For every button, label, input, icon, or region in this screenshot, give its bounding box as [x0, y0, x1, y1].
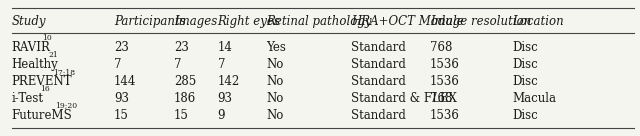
Text: No: No — [266, 92, 284, 105]
Text: 23: 23 — [174, 41, 189, 54]
Text: Retinal pathology: Retinal pathology — [266, 16, 372, 28]
Text: 1536: 1536 — [430, 75, 460, 88]
Text: 142: 142 — [218, 75, 240, 88]
Text: Disc: Disc — [512, 75, 538, 88]
Text: Yes: Yes — [266, 41, 286, 54]
Text: 16: 16 — [40, 85, 50, 93]
Text: 768: 768 — [430, 92, 452, 105]
Text: 7: 7 — [174, 58, 182, 71]
Text: Macula: Macula — [512, 92, 556, 105]
Text: FutureMS: FutureMS — [12, 109, 72, 122]
Text: Study: Study — [12, 16, 46, 28]
Text: HRA+OCT Module: HRA+OCT Module — [351, 16, 463, 28]
Text: Standard & FLEX: Standard & FLEX — [351, 92, 456, 105]
Text: Image resolution: Image resolution — [430, 16, 531, 28]
Text: 15: 15 — [174, 109, 189, 122]
Text: Images: Images — [174, 16, 218, 28]
Text: 144: 144 — [114, 75, 136, 88]
Text: 768: 768 — [430, 41, 452, 54]
Text: 17;18: 17;18 — [53, 68, 76, 76]
Text: 19;20: 19;20 — [55, 102, 77, 110]
Text: Healthy: Healthy — [12, 58, 58, 71]
Text: Disc: Disc — [512, 58, 538, 71]
Text: 21: 21 — [49, 51, 58, 59]
Text: 14: 14 — [218, 41, 232, 54]
Text: 93: 93 — [218, 92, 232, 105]
Text: No: No — [266, 58, 284, 71]
Text: Location: Location — [512, 16, 564, 28]
Text: 7: 7 — [114, 58, 122, 71]
Text: RAVIR: RAVIR — [12, 41, 51, 54]
Text: 23: 23 — [114, 41, 129, 54]
Text: Standard: Standard — [351, 109, 406, 122]
Text: PREVENT: PREVENT — [12, 75, 72, 88]
Text: 93: 93 — [114, 92, 129, 105]
Text: 9: 9 — [218, 109, 225, 122]
Text: 10: 10 — [42, 34, 52, 42]
Text: Right eyes: Right eyes — [218, 16, 280, 28]
Text: 15: 15 — [114, 109, 129, 122]
Text: Standard: Standard — [351, 41, 406, 54]
Text: 285: 285 — [174, 75, 196, 88]
Text: Disc: Disc — [512, 109, 538, 122]
Text: Disc: Disc — [512, 41, 538, 54]
Text: 186: 186 — [174, 92, 196, 105]
Text: No: No — [266, 75, 284, 88]
Text: No: No — [266, 109, 284, 122]
Text: i-Test: i-Test — [12, 92, 44, 105]
Text: 1536: 1536 — [430, 58, 460, 71]
Text: Standard: Standard — [351, 75, 406, 88]
Text: Standard: Standard — [351, 58, 406, 71]
Text: 1536: 1536 — [430, 109, 460, 122]
Text: Participants: Participants — [114, 16, 186, 28]
Text: 7: 7 — [218, 58, 225, 71]
